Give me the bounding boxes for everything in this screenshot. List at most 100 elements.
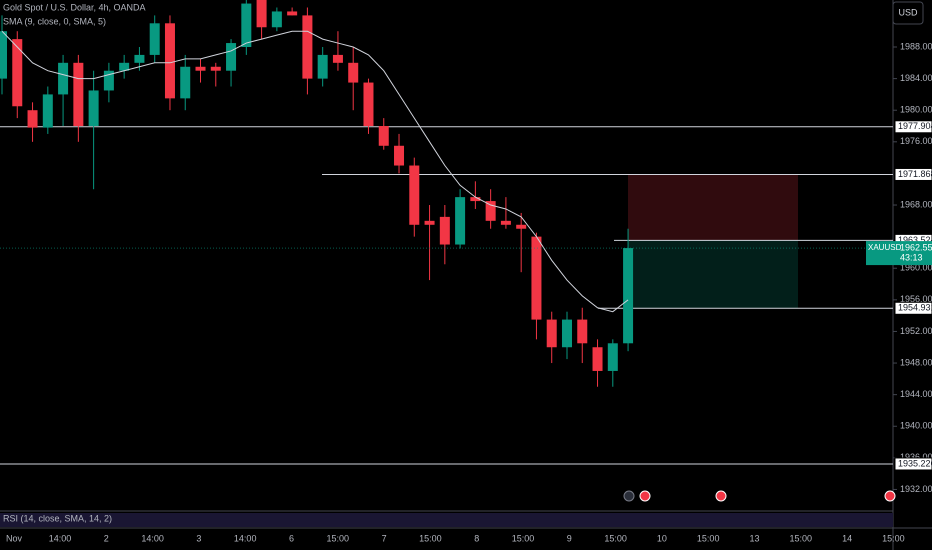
event-icon[interactable] [623,490,635,502]
x-tick-label: 14:00 [49,533,72,543]
rsi-title: RSI (14, close, SMA, 14, 2) [3,513,112,523]
y-tick-label: 1956.000 [900,294,932,304]
event-icon[interactable] [715,490,727,502]
candle-body [149,23,160,55]
x-tick-label: 15:00 [512,533,535,543]
x-tick-label: 15:00 [327,533,350,543]
candle-body [42,94,53,128]
y-tick-label: 1968.000 [900,199,932,209]
y-tick-label: 1948.000 [900,357,932,367]
candle-body [531,236,542,320]
event-icon[interactable] [639,490,651,502]
y-tick-label: 1936.000 [900,452,932,462]
candle-body [378,126,389,146]
candle-body [363,82,374,127]
chart-title: Gold Spot / U.S. Dollar, 4h, OANDA [3,2,146,12]
y-tick-label: 1988.000 [900,41,932,51]
candle-body [88,90,99,127]
candle-body [485,201,496,221]
candle-body [119,62,130,71]
candle-body [226,43,237,71]
indicator-title: SMA (9, close, 0, SMA, 5) [3,16,106,26]
level-label: 1935.226 [898,458,932,468]
level-label-box [894,301,932,315]
candle-body [256,0,267,28]
level-label: 1971.868 [898,169,932,179]
candle-body [180,66,191,99]
x-tick-label: 15:00 [604,533,627,543]
x-tick-label: Nov [6,533,23,543]
event-icon[interactable] [884,490,896,502]
x-tick-label: 7 [382,533,387,543]
countdown: 43:13 [900,252,923,262]
candle-body [455,197,466,245]
candle-body [195,66,206,71]
y-tick-label: 1984.000 [900,73,932,83]
x-tick-label: 15:00 [790,533,813,543]
candle-body [241,3,252,48]
candle-body [271,11,282,28]
candle-body [348,62,359,83]
candle-body [623,248,634,344]
candle-body [164,23,175,99]
sma-line [1,30,629,313]
x-tick-label: 14 [842,533,852,543]
x-tick-label: 2 [104,533,109,543]
y-tick-label: 1944.000 [900,389,932,399]
candle-body [394,145,405,166]
candle-body [0,31,7,79]
rsi-band [0,513,893,527]
level-label-box [894,457,932,471]
level-label: 1954.931 [898,303,932,313]
last-price-box [866,241,932,266]
candle-body [134,54,145,63]
candle-body [210,66,221,71]
candle-body [332,54,343,63]
candle-body [607,343,618,371]
currency-button[interactable] [892,1,924,25]
candle-body [27,110,38,128]
candle-body [409,165,420,225]
event-icons [623,490,896,502]
candle-body [73,62,84,127]
y-tick-label: 1976.000 [900,136,932,146]
level-label-box [894,167,932,181]
x-tick-label: 8 [474,533,479,543]
candle-body [317,54,328,79]
y-tick-label: 1960.000 [900,263,932,273]
candle-body [516,224,527,229]
level-label: 1963.524 [898,235,932,245]
candle-body [302,15,313,79]
currency[interactable]: USD [898,7,918,17]
y-tick-label: 1980.000 [900,105,932,115]
x-tick-label: 14:00 [234,533,257,543]
x-tick-label: 9 [567,533,572,543]
x-tick-label: 14:00 [141,533,164,543]
x-tick-label: 13 [749,533,759,543]
x-tick-label: 10 [657,533,667,543]
level-label: 1977.904 [898,121,932,131]
candle-body [470,197,481,202]
y-tick-label: 1932.000 [900,484,932,494]
y-tick-label: 1952.000 [900,326,932,336]
x-tick-label: 15:00 [419,533,442,543]
candle-body [424,220,435,225]
candle-body [577,319,588,344]
x-tick-label: 15:00 [697,533,720,543]
x-tick-label: 6 [289,533,294,543]
candle-body [592,347,603,371]
target-zone [628,240,798,309]
x-tick-label: 15:00 [882,533,905,543]
candle-body [500,220,511,225]
candle-body [546,319,557,348]
stop-zone [628,174,798,241]
candle-body [58,62,69,95]
candle-body [12,39,23,107]
symbol: XAUUSD [868,243,902,252]
last-price-label: 1962.550 [900,242,932,252]
candle-body [439,216,450,245]
candle-body [561,319,572,348]
